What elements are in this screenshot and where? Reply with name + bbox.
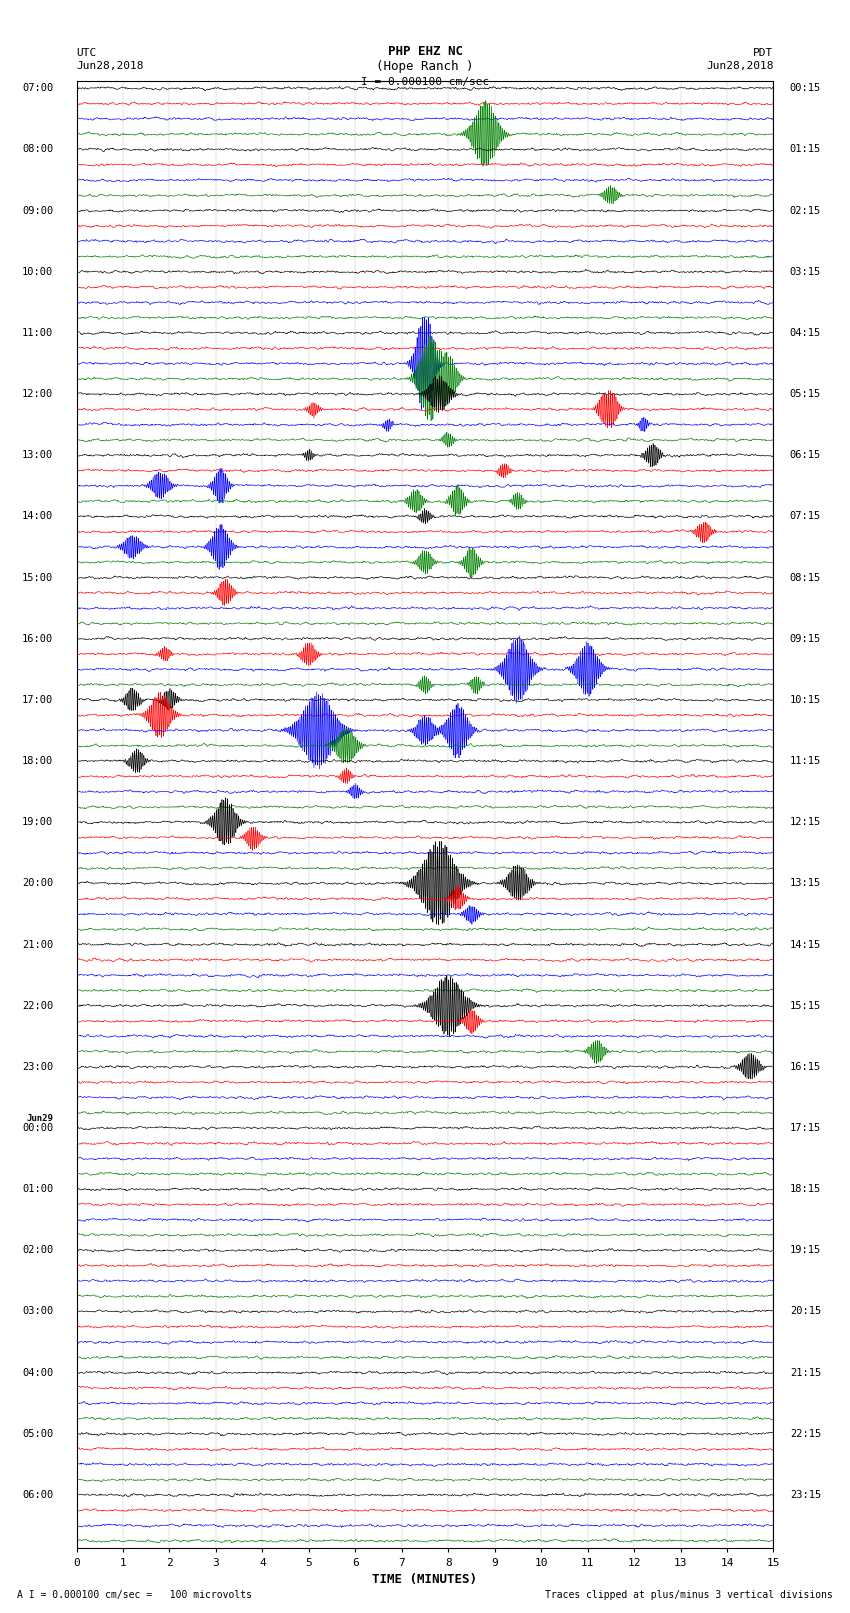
Text: 18:15: 18:15 — [790, 1184, 821, 1194]
Text: 01:00: 01:00 — [22, 1184, 54, 1194]
Text: 07:15: 07:15 — [790, 511, 821, 521]
Text: 01:15: 01:15 — [790, 145, 821, 155]
Text: 21:00: 21:00 — [22, 939, 54, 950]
Text: 22:00: 22:00 — [22, 1000, 54, 1011]
Text: 07:00: 07:00 — [22, 84, 54, 94]
Text: 02:15: 02:15 — [790, 205, 821, 216]
Text: 14:00: 14:00 — [22, 511, 54, 521]
Text: 20:00: 20:00 — [22, 879, 54, 889]
Text: 16:15: 16:15 — [790, 1061, 821, 1073]
Text: (Hope Ranch ): (Hope Ranch ) — [377, 60, 473, 73]
Text: 15:15: 15:15 — [790, 1000, 821, 1011]
Text: 16:00: 16:00 — [22, 634, 54, 644]
Text: 08:00: 08:00 — [22, 145, 54, 155]
Text: 11:00: 11:00 — [22, 327, 54, 339]
Text: 21:15: 21:15 — [790, 1368, 821, 1378]
Text: 06:00: 06:00 — [22, 1490, 54, 1500]
Text: 23:15: 23:15 — [790, 1490, 821, 1500]
Text: 05:15: 05:15 — [790, 389, 821, 398]
Text: A I = 0.000100 cm/sec =   100 microvolts: A I = 0.000100 cm/sec = 100 microvolts — [17, 1590, 252, 1600]
Text: 13:15: 13:15 — [790, 879, 821, 889]
Text: 19:00: 19:00 — [22, 818, 54, 827]
Text: I = 0.000100 cm/sec: I = 0.000100 cm/sec — [361, 77, 489, 87]
Text: 12:00: 12:00 — [22, 389, 54, 398]
Text: 04:00: 04:00 — [22, 1368, 54, 1378]
Text: PHP EHZ NC: PHP EHZ NC — [388, 45, 462, 58]
Text: Traces clipped at plus/minus 3 vertical divisions: Traces clipped at plus/minus 3 vertical … — [545, 1590, 833, 1600]
Text: Jun28,2018: Jun28,2018 — [706, 61, 774, 71]
Text: 04:15: 04:15 — [790, 327, 821, 339]
Text: 00:00: 00:00 — [22, 1123, 54, 1132]
Text: 13:00: 13:00 — [22, 450, 54, 460]
Text: 23:00: 23:00 — [22, 1061, 54, 1073]
Text: 11:15: 11:15 — [790, 756, 821, 766]
Text: 10:00: 10:00 — [22, 266, 54, 277]
Text: 20:15: 20:15 — [790, 1307, 821, 1316]
Text: 18:00: 18:00 — [22, 756, 54, 766]
Text: UTC: UTC — [76, 48, 97, 58]
Text: 19:15: 19:15 — [790, 1245, 821, 1255]
Text: 08:15: 08:15 — [790, 573, 821, 582]
Text: Jun29: Jun29 — [26, 1115, 54, 1123]
Text: 05:00: 05:00 — [22, 1429, 54, 1439]
Text: Jun28,2018: Jun28,2018 — [76, 61, 144, 71]
Text: 09:00: 09:00 — [22, 205, 54, 216]
Text: 17:15: 17:15 — [790, 1123, 821, 1132]
Text: 00:15: 00:15 — [790, 84, 821, 94]
Text: 14:15: 14:15 — [790, 939, 821, 950]
Text: 02:00: 02:00 — [22, 1245, 54, 1255]
Text: 22:15: 22:15 — [790, 1429, 821, 1439]
Text: 06:15: 06:15 — [790, 450, 821, 460]
X-axis label: TIME (MINUTES): TIME (MINUTES) — [372, 1573, 478, 1586]
Text: 10:15: 10:15 — [790, 695, 821, 705]
Text: 12:15: 12:15 — [790, 818, 821, 827]
Text: 17:00: 17:00 — [22, 695, 54, 705]
Text: 03:15: 03:15 — [790, 266, 821, 277]
Text: 09:15: 09:15 — [790, 634, 821, 644]
Text: 15:00: 15:00 — [22, 573, 54, 582]
Text: 03:00: 03:00 — [22, 1307, 54, 1316]
Text: PDT: PDT — [753, 48, 774, 58]
